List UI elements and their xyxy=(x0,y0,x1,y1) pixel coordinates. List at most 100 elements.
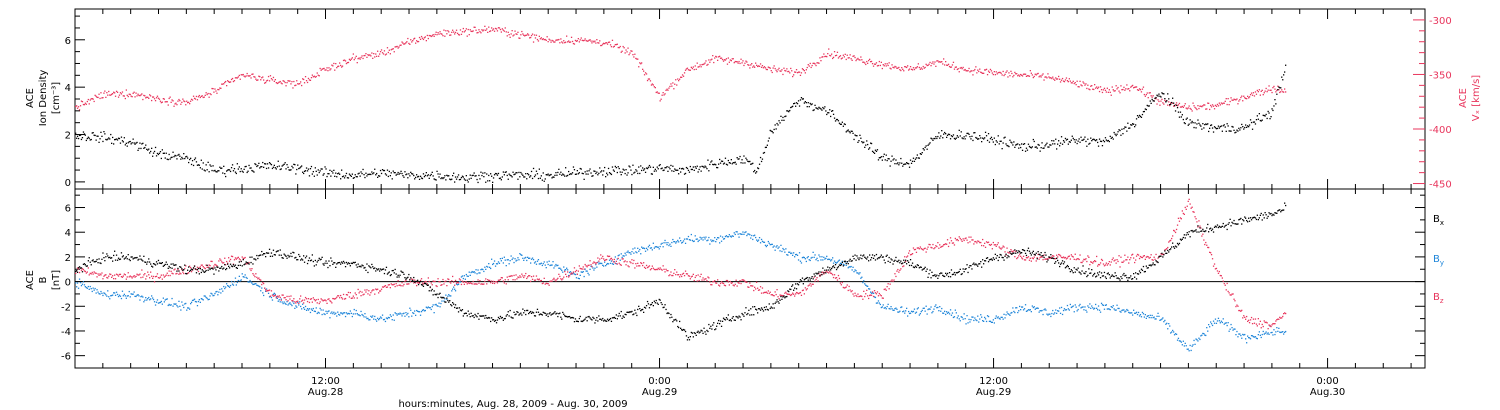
density-series-point xyxy=(1096,139,1098,141)
density-series-point xyxy=(646,167,649,170)
by-series-point xyxy=(1078,305,1080,307)
density-series-point xyxy=(102,140,104,143)
density-series-point xyxy=(927,144,929,146)
vx-series-point xyxy=(643,70,645,72)
vx-series-point xyxy=(469,29,471,31)
vx-series-point xyxy=(511,30,513,32)
by-series-point xyxy=(1032,306,1034,309)
vx-series-point xyxy=(1243,95,1245,97)
by-series-point xyxy=(1021,306,1023,308)
vx-series-point xyxy=(847,57,849,59)
bz-series-point xyxy=(207,266,209,268)
bz-series-point xyxy=(209,265,211,267)
by-series-point xyxy=(1047,314,1049,316)
by-series-point xyxy=(369,319,371,321)
bz-series-point xyxy=(224,257,226,259)
vx-series-point xyxy=(929,61,931,64)
bz-series-point xyxy=(435,285,437,287)
vx-series-point xyxy=(764,67,767,69)
vx-series-point xyxy=(196,99,199,101)
by-series-point xyxy=(1194,343,1196,345)
density-series-point xyxy=(479,178,481,180)
by-series-point xyxy=(190,301,193,303)
density-series-point xyxy=(259,167,261,169)
bz-series-point xyxy=(888,288,890,290)
by-series-point xyxy=(1061,313,1064,316)
by-series-point xyxy=(805,260,807,263)
density-series-point xyxy=(274,167,276,169)
by-series-point xyxy=(213,294,215,297)
by-series-point xyxy=(444,298,446,300)
density-series-point xyxy=(406,173,408,175)
by-series-point xyxy=(170,304,172,306)
vx-series-point xyxy=(385,53,388,55)
by-series-point xyxy=(1272,334,1274,336)
vx-series-point xyxy=(614,44,616,46)
by-series-point xyxy=(359,315,361,317)
by-series-point xyxy=(486,265,488,268)
bz-series-point xyxy=(178,273,180,275)
density-series-point xyxy=(1198,122,1200,124)
bz-series-point xyxy=(713,280,715,283)
density-series-point xyxy=(523,176,525,178)
bz-series-point xyxy=(335,297,337,300)
vx-series-point xyxy=(1127,88,1129,90)
vx-series-point xyxy=(1159,104,1161,106)
bz-series-point xyxy=(307,298,310,300)
by-series-point xyxy=(383,318,386,321)
vx-series-point xyxy=(1073,82,1075,85)
bz-series-point xyxy=(911,253,914,255)
vx-series-point xyxy=(1134,86,1136,88)
by-series-point xyxy=(999,318,1001,320)
vx-series-point xyxy=(393,51,395,53)
density-series-point xyxy=(629,166,631,168)
bz-series-point xyxy=(285,299,287,301)
density-series-point xyxy=(411,173,413,175)
density-series-point xyxy=(1099,140,1102,142)
vx-series-point xyxy=(230,78,233,81)
vx-series-point xyxy=(1078,86,1080,88)
by-series-point xyxy=(1110,306,1112,308)
vx-series-point xyxy=(506,35,508,37)
vx-series-point xyxy=(656,91,658,93)
by-series-point xyxy=(219,288,221,291)
density-series-point xyxy=(1192,122,1194,124)
density-series-point xyxy=(289,169,291,171)
by-series-point xyxy=(1236,330,1238,333)
density-series-point xyxy=(521,173,523,175)
bz-series-point xyxy=(590,264,592,266)
density-series-point xyxy=(1161,92,1163,94)
vx-series-point xyxy=(867,62,869,64)
vx-series-point xyxy=(282,80,284,82)
by-series-point xyxy=(977,315,979,317)
vx-series-point xyxy=(1026,75,1029,77)
density-series-point xyxy=(1241,123,1243,126)
vx-series-point xyxy=(674,83,676,85)
by-series-point xyxy=(695,238,697,240)
bz-series-point xyxy=(372,289,374,291)
vx-series-point xyxy=(355,55,357,57)
density-series-point xyxy=(940,135,942,137)
density-series-point xyxy=(505,171,507,173)
density-series-point xyxy=(669,168,671,170)
by-series-point xyxy=(406,314,408,316)
vx-series-point xyxy=(1049,77,1051,79)
by-series-point xyxy=(588,274,590,276)
vx-series-point xyxy=(379,53,381,55)
bz-series-point xyxy=(112,275,114,277)
density-series-point xyxy=(729,162,731,164)
vx-series-point xyxy=(134,96,136,98)
bz-series-point xyxy=(98,274,100,276)
vx-series-point xyxy=(513,34,515,36)
vx-series-point xyxy=(387,51,389,54)
by-series-point xyxy=(378,319,380,321)
bz-series-point xyxy=(538,278,540,280)
vx-series-point xyxy=(348,58,351,60)
vx-series-point xyxy=(410,39,412,41)
density-series-point xyxy=(943,133,945,135)
density-series-point xyxy=(997,135,999,137)
vx-series-point xyxy=(1031,74,1033,76)
bz-series-point xyxy=(318,302,320,305)
bz-series-point xyxy=(844,287,846,289)
bz-series-point xyxy=(887,283,889,285)
